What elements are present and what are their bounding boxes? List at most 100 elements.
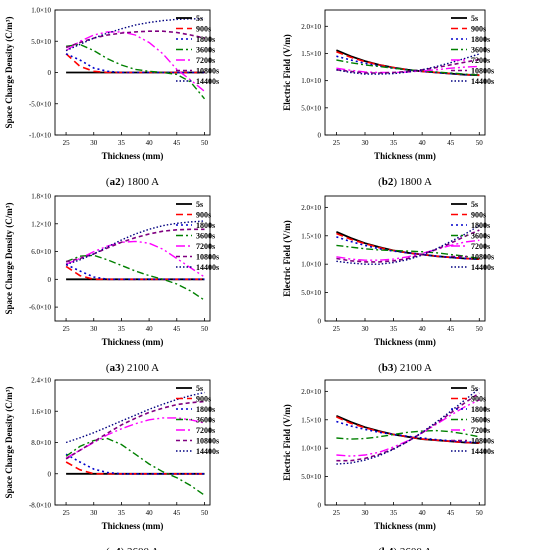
y-tick-label: 6.0×10 [31, 248, 51, 256]
legend-label: 14400s [196, 77, 219, 86]
series-line-900s [65, 265, 205, 281]
series-line-10800s [65, 400, 205, 460]
x-tick-label: 45 [447, 325, 455, 333]
caption-id: a3 [110, 362, 122, 374]
plot-frame [324, 195, 486, 322]
series-line-7200s [336, 239, 480, 261]
y-tick-label: 2.0×10 [301, 23, 321, 31]
legend-label: 14400s [471, 447, 494, 456]
y-axis-label: Electric Field (V/m) [282, 220, 292, 296]
x-tick-label: 30 [362, 325, 370, 333]
caption-id: b3 [382, 362, 394, 374]
series-line-1800s [65, 53, 205, 74]
legend-label: 1800s [471, 221, 490, 230]
y-tick-label: 5.0×10 [31, 38, 51, 46]
y-tick-label: 0 [318, 132, 322, 140]
plot-frame [324, 379, 486, 506]
y-tick-label: 8.0×10 [31, 439, 51, 447]
legend-label: 3600s [196, 232, 215, 241]
legend-label: 3600s [471, 232, 490, 241]
series-line-1800s [65, 453, 205, 475]
x-axis-label: Thickness (mm) [374, 337, 436, 347]
legend-label: 900s [471, 25, 486, 34]
legend-label: 1800s [196, 405, 215, 414]
x-tick-label: 25 [333, 509, 341, 517]
y-axis-label: Space Charge Density (C/m³) [4, 387, 14, 499]
legend-label: 14400s [196, 263, 219, 272]
series-line-7200s [65, 417, 205, 459]
plot-frame [54, 379, 211, 506]
legend-label: 3600s [471, 416, 490, 425]
legend-label: 900s [196, 211, 211, 220]
series-line-14400s [336, 224, 480, 265]
legend-label: 3600s [471, 46, 490, 55]
x-axis-label: Thickness (mm) [374, 521, 436, 531]
series-line-1800s [336, 55, 480, 76]
series-line-3600s [65, 254, 205, 301]
legend-label: 7200s [471, 56, 490, 65]
y-tick-label: -5.0×10 [29, 100, 52, 108]
panel-caption: (a3) 2100 A [106, 362, 159, 374]
y-axis-label: Electric Field (V/m) [282, 34, 292, 110]
series-line-900s [65, 461, 205, 475]
x-axis-label: Thickness (mm) [102, 521, 164, 531]
x-tick-label: 35 [118, 509, 126, 517]
chart-a4: 25 30 35 40 45 50 -8.0×10 0 8.0×10 1.6×10 2.4×10 Th… [4, 377, 219, 550]
series-line-10800s [65, 30, 205, 49]
legend-label: 10800s [196, 67, 219, 76]
series-line-10800s [336, 392, 480, 462]
series-line-14400s [336, 387, 480, 465]
series-line-3600s [65, 437, 205, 496]
x-axis-label: Thickness (mm) [374, 151, 436, 161]
series-line-3600s [336, 244, 480, 260]
x-tick-label: 40 [146, 325, 154, 333]
y-tick-label: 1.8×10 [31, 193, 51, 201]
legend-label: 7200s [196, 56, 215, 65]
x-tick-label: 50 [201, 325, 209, 333]
y-tick-label: 1.5×10 [301, 416, 321, 424]
x-tick-label: 30 [90, 509, 98, 517]
legend-label: 7200s [196, 426, 215, 435]
legend-label: 5s [196, 384, 203, 393]
legend-label: 10800s [471, 437, 494, 446]
y-tick-label: 1.5×10 [301, 232, 321, 240]
plot-frame [324, 9, 486, 136]
series-line-10800s [336, 229, 480, 263]
legend-label: 7200s [471, 426, 490, 435]
caption-id: b4 [382, 546, 394, 550]
legend-label: 3600s [196, 46, 215, 55]
x-axis-label: Thickness (mm) [102, 337, 164, 347]
legend-label: 5s [471, 384, 478, 393]
series-line-7200s [65, 240, 205, 278]
chart-a2: 25 30 35 40 45 50 -1.0×10 -5.0×10 0 5.0×10 1.0×10 T… [4, 7, 219, 189]
legend-label: 10800s [196, 253, 219, 262]
legend-label: 5s [196, 200, 203, 209]
legend-label: 14400s [471, 263, 494, 272]
legend-label: 7200s [196, 242, 215, 251]
caption-text: 2600 A [400, 546, 432, 550]
legend-label: 5s [196, 14, 203, 23]
y-tick-label: -1.0×10 [29, 132, 52, 140]
series-line-14400s [65, 18, 205, 52]
x-tick-label: 40 [146, 509, 154, 517]
legend-label: 14400s [471, 77, 494, 86]
x-tick-label: 25 [333, 325, 341, 333]
legend-label: 1800s [471, 405, 490, 414]
x-axis-label: Thickness (mm) [102, 151, 164, 161]
y-tick-label: 0 [48, 69, 52, 77]
caption-text: 2100 A [400, 362, 432, 374]
x-tick-label: 25 [63, 325, 71, 333]
x-tick-label: 50 [476, 509, 484, 517]
x-tick-label: 45 [173, 139, 181, 147]
series-line-7200s [336, 399, 480, 457]
x-tick-label: 45 [447, 509, 455, 517]
x-tick-label: 30 [90, 139, 98, 147]
panel-caption: (b3) 2100 A [378, 362, 432, 374]
panel-caption: (a4) 2600 A [106, 546, 159, 550]
y-tick-label: 1.0×10 [301, 77, 321, 85]
legend-label: 1800s [196, 221, 215, 230]
y-tick-label: 1.0×10 [301, 261, 321, 269]
y-tick-label: -8.0×10 [29, 502, 52, 510]
x-tick-label: 25 [333, 139, 341, 147]
